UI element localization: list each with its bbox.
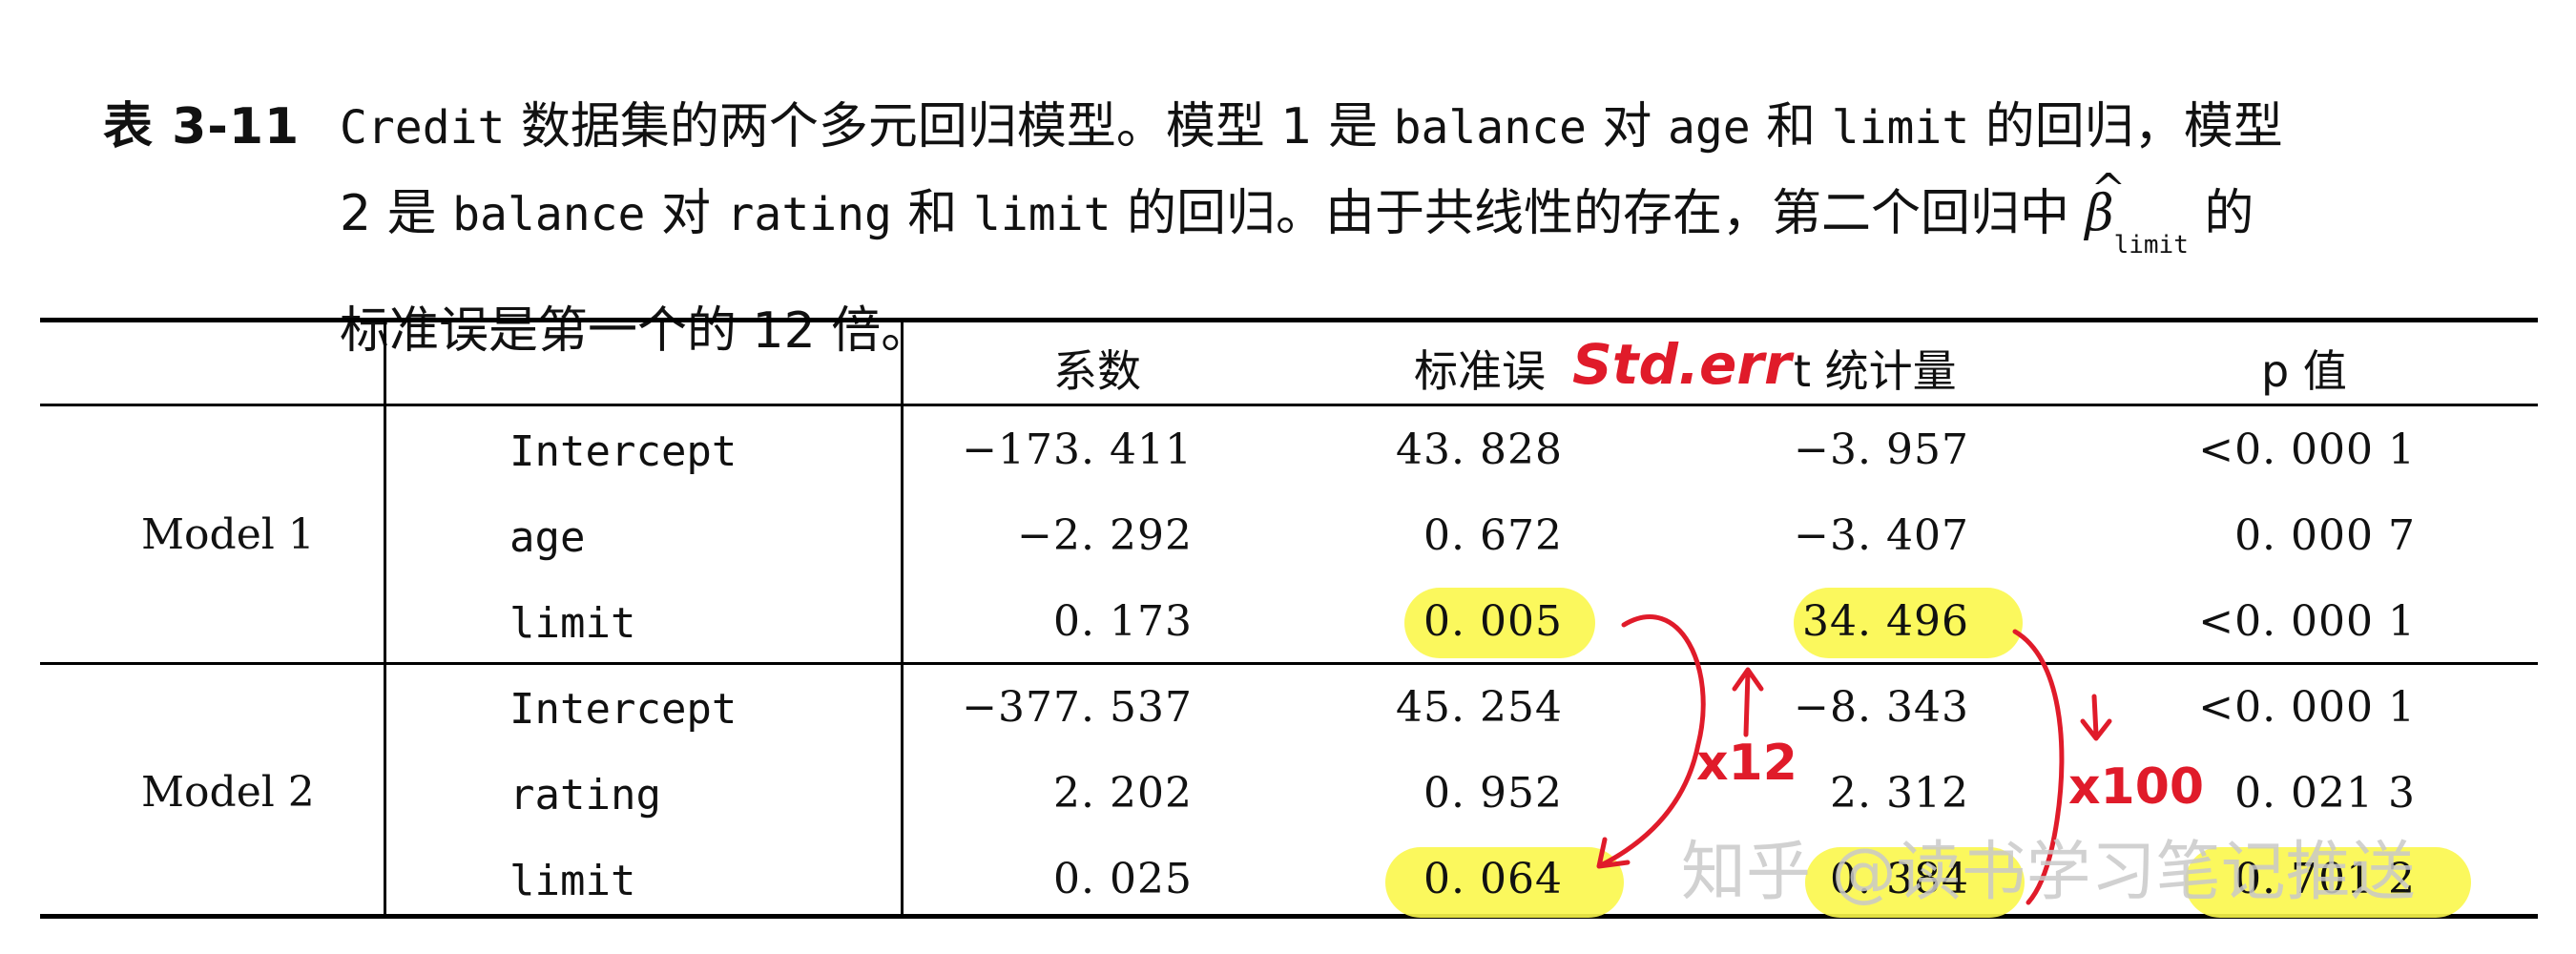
header-rule bbox=[40, 404, 2538, 406]
watermark: 知乎 @读书学习笔记推送 bbox=[1681, 835, 2416, 910]
beta-letter: β bbox=[2085, 185, 2114, 242]
caption-text-segment: 对 bbox=[1586, 98, 1668, 156]
caption-code-term: age bbox=[1667, 101, 1751, 155]
table-row-t: −3. 957 bbox=[1794, 425, 1969, 474]
caption-code-term: limit bbox=[972, 188, 1111, 241]
caption-code-term: balance bbox=[1393, 101, 1587, 155]
table-top-rule bbox=[40, 318, 2538, 322]
model-1-label: Model 1 bbox=[141, 510, 315, 559]
table-row-coef: −2. 292 bbox=[1017, 511, 1193, 560]
table-row-t: −8. 343 bbox=[1794, 683, 1969, 732]
table-row-coef: 2. 202 bbox=[1053, 769, 1193, 818]
arrowhead-x12 bbox=[1596, 837, 1631, 869]
table-bottom-rule bbox=[40, 914, 2538, 919]
table-row-t: 0. 384 bbox=[1830, 855, 1969, 903]
table-row-var: age bbox=[509, 513, 586, 562]
model-2-label: Model 2 bbox=[141, 768, 315, 817]
table-row-p: 0. 000 7 bbox=[2234, 511, 2416, 560]
table-row-coef: 0. 025 bbox=[1053, 855, 1193, 903]
handwritten-std-err-note: Std.err bbox=[1572, 332, 1792, 397]
highlight-t-limit-model2 bbox=[1805, 847, 2025, 918]
table-row-se: 45. 254 bbox=[1396, 683, 1563, 732]
table-row-se: 0. 952 bbox=[1423, 769, 1563, 818]
highlight-se-limit-model2 bbox=[1385, 847, 1624, 918]
beta-subscript: limit bbox=[2113, 231, 2189, 259]
header-coefficient: 系数 bbox=[1053, 345, 1141, 397]
table-row-var: Intercept bbox=[509, 427, 737, 476]
table-row-var: limit bbox=[509, 857, 636, 905]
header-t-statistic: t 统计量 bbox=[1794, 345, 1957, 397]
table-row-se: 0. 064 bbox=[1423, 855, 1563, 903]
table-row-p: 0. 701 2 bbox=[2234, 855, 2416, 903]
caption-text-segment: 对 bbox=[645, 185, 727, 242]
highlight-se-limit-model1 bbox=[1404, 588, 1595, 658]
table-row-t: −3. 407 bbox=[1794, 511, 1969, 560]
caption-text-segment: 标准误是第一个的 12 倍。 bbox=[340, 302, 931, 360]
table-row-t: 34. 496 bbox=[1802, 597, 1969, 646]
beta-limit-symbol: ^ β bbox=[2085, 165, 2127, 242]
caption-text-segment: 的回归，模型 bbox=[1969, 98, 2283, 156]
header-standard-error: 标准误 bbox=[1414, 345, 1546, 397]
table-label: 表 3-11 bbox=[103, 98, 301, 156]
table-row-coef: −173. 411 bbox=[962, 425, 1193, 474]
caption-code-term: rating bbox=[726, 188, 892, 241]
beta-hat: ^ bbox=[2090, 165, 2127, 214]
caption-code-term: limit bbox=[1831, 101, 1970, 155]
caption-text-segment: 和 bbox=[1750, 98, 1832, 156]
caption-text-segment: 数据集的两个多元回归模型。模型 1 是 bbox=[505, 98, 1394, 156]
caption-text: Credit 数据集的两个多元回归模型。模型 1 是 balance 对 age… bbox=[340, 84, 2572, 374]
table-row-t: 2. 312 bbox=[1830, 769, 1969, 818]
table-row-se: 0. 005 bbox=[1423, 597, 1563, 646]
small-down-arrow bbox=[2080, 694, 2112, 741]
variable-column-divider bbox=[901, 321, 904, 914]
caption-code-term: balance bbox=[452, 188, 646, 241]
table-row-coef: −377. 537 bbox=[962, 683, 1193, 732]
table-row-p: <0. 000 1 bbox=[2198, 425, 2416, 474]
table-row-p: <0. 000 1 bbox=[2198, 683, 2416, 732]
handwritten-x100-note: x100 bbox=[2068, 758, 2205, 816]
highlight-t-limit-model1 bbox=[1794, 588, 2023, 658]
table-row-var: Intercept bbox=[509, 685, 737, 734]
table-row-p: 0. 021 3 bbox=[2234, 769, 2416, 818]
table-row-se: 43. 828 bbox=[1396, 425, 1563, 474]
table-row-var: rating bbox=[509, 771, 661, 819]
small-up-arrow bbox=[1732, 667, 1764, 737]
caption-text-segment: 的 bbox=[2188, 185, 2254, 242]
model-column-divider bbox=[384, 321, 386, 914]
handwritten-x12-note: x12 bbox=[1696, 735, 1797, 792]
caption-text-segment: 2 是 bbox=[340, 185, 453, 242]
caption-text-segment: 和 bbox=[891, 185, 973, 242]
caption-text-segment: 的回归。由于共线性的存在，第二个回归中 bbox=[1111, 185, 2086, 242]
curved-arrow-x12 bbox=[1600, 614, 1706, 867]
table-row-var: limit bbox=[509, 599, 636, 648]
table-row-se: 0. 672 bbox=[1423, 511, 1563, 560]
header-p-value: p 值 bbox=[2261, 345, 2347, 397]
table-row-p: <0. 000 1 bbox=[2198, 597, 2416, 646]
table-row-coef: 0. 173 bbox=[1053, 597, 1193, 646]
curved-arrow-x100 bbox=[2012, 629, 2065, 905]
highlight-p-limit-model2 bbox=[2185, 847, 2471, 918]
caption-code-term: Credit bbox=[340, 101, 506, 155]
model-separator-rule bbox=[40, 662, 2538, 665]
